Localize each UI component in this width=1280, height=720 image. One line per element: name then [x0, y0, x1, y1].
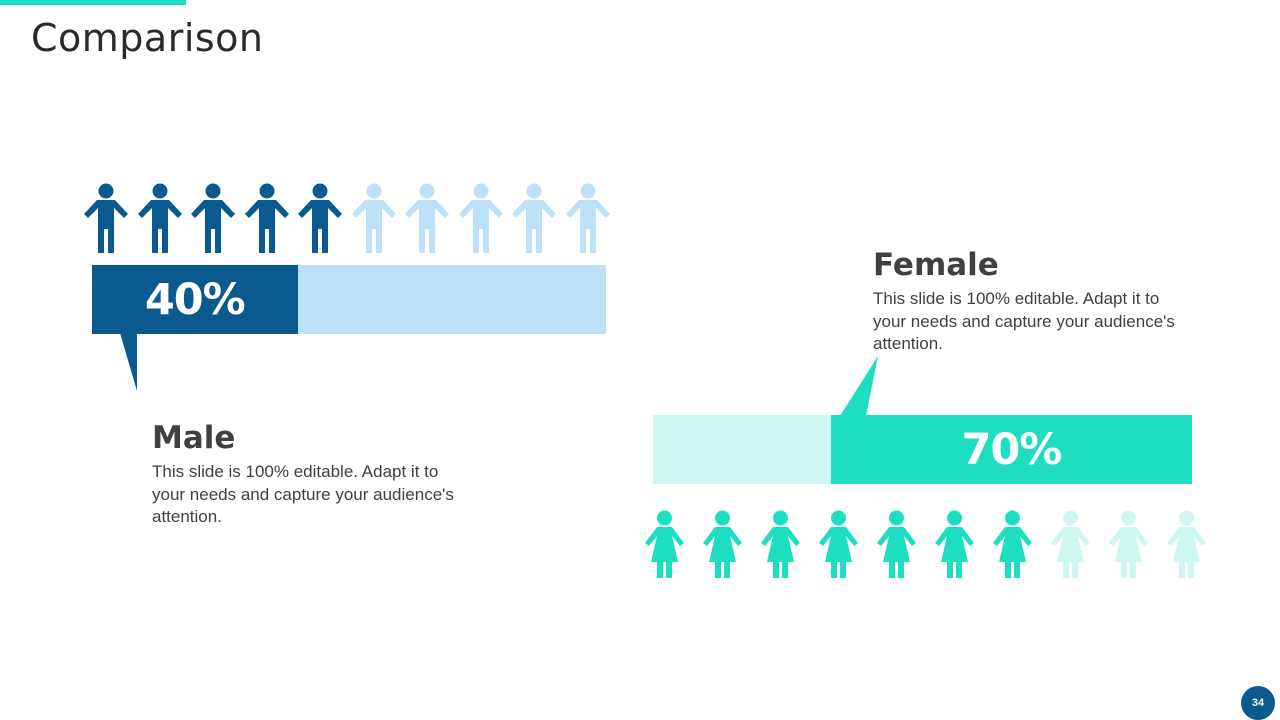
male-person-icon	[458, 183, 503, 253]
male-heading: Male	[152, 420, 236, 456]
female-person-icon	[703, 510, 742, 578]
male-person-icon	[565, 183, 610, 253]
female-bar: 70%	[653, 415, 1192, 484]
female-description: This slide is 100% editable. Adapt it to…	[873, 289, 1175, 353]
female-person-icon	[993, 510, 1032, 578]
female-person-icon	[645, 510, 684, 578]
male-person-icon	[137, 183, 182, 253]
male-person-icon	[84, 183, 128, 253]
female-person-icon	[1109, 510, 1148, 578]
female-person-icon	[1051, 510, 1090, 578]
male-person-icon	[351, 183, 396, 253]
male-percent-label: 40%	[144, 274, 246, 325]
female-bar-fill	[830, 415, 1192, 484]
male-bar: 40%	[92, 265, 606, 334]
male-person-icon	[512, 183, 556, 253]
female-person-icon	[761, 510, 800, 578]
female-percent-label: 70%	[961, 424, 1062, 475]
male-person-icon	[244, 183, 289, 253]
female-icon-row	[642, 510, 1209, 580]
female-heading: Female	[873, 247, 999, 283]
female-person-icon	[819, 510, 858, 578]
page-number-badge: 34	[1241, 686, 1275, 720]
male-callout-tail	[120, 333, 137, 391]
male-person-icon	[298, 183, 342, 253]
male-icon-row	[83, 183, 611, 255]
male-bar-fill	[92, 265, 298, 334]
slide-title: Comparison	[31, 16, 264, 60]
female-callout-tail	[840, 356, 878, 416]
female-person-icon	[877, 510, 916, 578]
male-person-icon	[405, 183, 449, 253]
male-description: This slide is 100% editable. Adapt it to…	[152, 462, 454, 526]
female-person-icon	[1167, 510, 1206, 578]
female-person-icon	[935, 510, 974, 578]
title-accent-line	[0, 0, 186, 5]
male-person-icon	[191, 183, 235, 253]
